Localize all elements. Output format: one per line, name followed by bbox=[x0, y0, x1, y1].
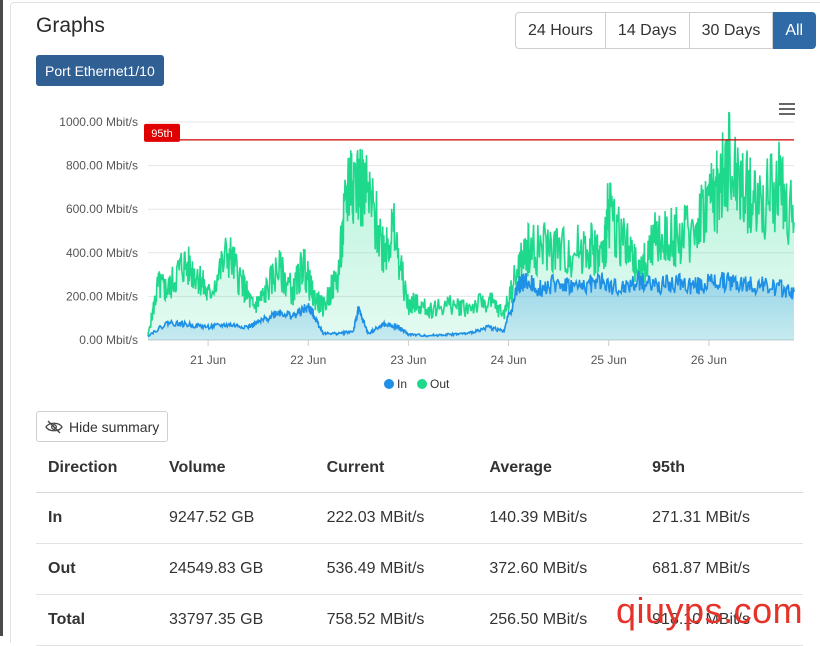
row-volume: 24549.83 GB bbox=[156, 543, 315, 595]
table-header-row: Direction Volume Current Average 95th bbox=[36, 443, 803, 493]
row-current: 222.03 MBit/s bbox=[314, 492, 478, 544]
port-selector-button[interactable]: Port Ethernet1/10 bbox=[36, 55, 164, 86]
row-current: 536.49 MBit/s bbox=[314, 543, 478, 595]
chart-legend: In Out bbox=[384, 377, 453, 391]
range-all-button[interactable]: All bbox=[773, 12, 817, 49]
y-tick-label: 400.00 Mbit/s bbox=[66, 246, 138, 260]
out-dot-icon bbox=[417, 379, 428, 389]
traffic-chart: 95th 0.00 Mbit/s 200.00 Mbit/s 400.00 Mbit… bbox=[59, 111, 795, 367]
col-average: Average bbox=[477, 443, 641, 493]
in-dot-icon bbox=[384, 379, 394, 389]
row-direction: In bbox=[36, 492, 157, 544]
series-in-line bbox=[147, 270, 795, 338]
row-95th: 681.87 MBit/s bbox=[640, 543, 803, 595]
range-30-days-button[interactable]: 30 Days bbox=[689, 12, 774, 49]
row-volume: 9247.52 GB bbox=[156, 492, 315, 544]
row-average: 372.60 MBit/s bbox=[477, 543, 641, 595]
y-tick-label: 200.00 Mbit/s bbox=[66, 289, 138, 303]
series-in-area bbox=[148, 271, 794, 340]
legend-in-label: In bbox=[397, 377, 408, 391]
y-tick-label: 800.00 Mbit/s bbox=[66, 159, 138, 173]
legend-out-label: Out bbox=[430, 377, 450, 391]
col-95th: 95th bbox=[640, 443, 803, 493]
x-tick-label: 23 Jun bbox=[390, 353, 426, 367]
y-tick-label: 1000.00 Mbit/s bbox=[59, 115, 138, 129]
range-24-hours-button[interactable]: 24 Hours bbox=[515, 12, 606, 49]
x-tick-label: 24 Jun bbox=[491, 353, 527, 367]
x-tick-label: 26 Jun bbox=[691, 353, 727, 367]
x-tick-label: 25 Jun bbox=[591, 353, 627, 367]
legend-item-in[interactable]: In bbox=[384, 377, 407, 391]
y-tick-label: 600.00 Mbit/s bbox=[66, 202, 138, 216]
row-current: 758.52 MBit/s bbox=[314, 594, 478, 646]
row-volume: 33797.35 GB bbox=[156, 594, 315, 646]
row-95th: 271.31 MBit/s bbox=[640, 492, 803, 544]
time-range-selector: 24 Hours 14 Days 30 Days All bbox=[515, 12, 817, 49]
col-direction: Direction bbox=[36, 443, 157, 493]
col-volume: Volume bbox=[156, 443, 315, 493]
watermark-text: qiuyps.com bbox=[616, 590, 804, 631]
series-out-line bbox=[147, 111, 795, 337]
range-14-days-button[interactable]: 14 Days bbox=[605, 12, 690, 49]
x-tick-label: 21 Jun bbox=[190, 353, 226, 367]
hide-summary-label: Hide summary bbox=[69, 418, 160, 435]
hide-summary-button[interactable]: Hide summary bbox=[36, 411, 169, 442]
row-direction: Total bbox=[36, 594, 157, 646]
y-tick-label: 0.00 Mbit/s bbox=[79, 333, 138, 347]
row-average: 140.39 MBit/s bbox=[477, 492, 641, 544]
window-edge bbox=[0, 0, 3, 636]
x-tick-label: 22 Jun bbox=[290, 353, 326, 367]
row-direction: Out bbox=[36, 543, 157, 595]
page-title: Graphs bbox=[36, 14, 105, 37]
table-row: In 9247.52 GB 222.03 MBit/s 140.39 MBit/… bbox=[36, 492, 803, 544]
percentile-label: 95th bbox=[151, 128, 172, 140]
table-row: Out 24549.83 GB 536.49 MBit/s 372.60 MBi… bbox=[36, 543, 803, 595]
legend-item-out[interactable]: Out bbox=[417, 377, 449, 391]
col-current: Current bbox=[314, 443, 478, 493]
eye-slash-icon bbox=[45, 420, 63, 433]
percentile-badge bbox=[144, 123, 180, 142]
chart-menu-icon[interactable] bbox=[779, 103, 795, 117]
